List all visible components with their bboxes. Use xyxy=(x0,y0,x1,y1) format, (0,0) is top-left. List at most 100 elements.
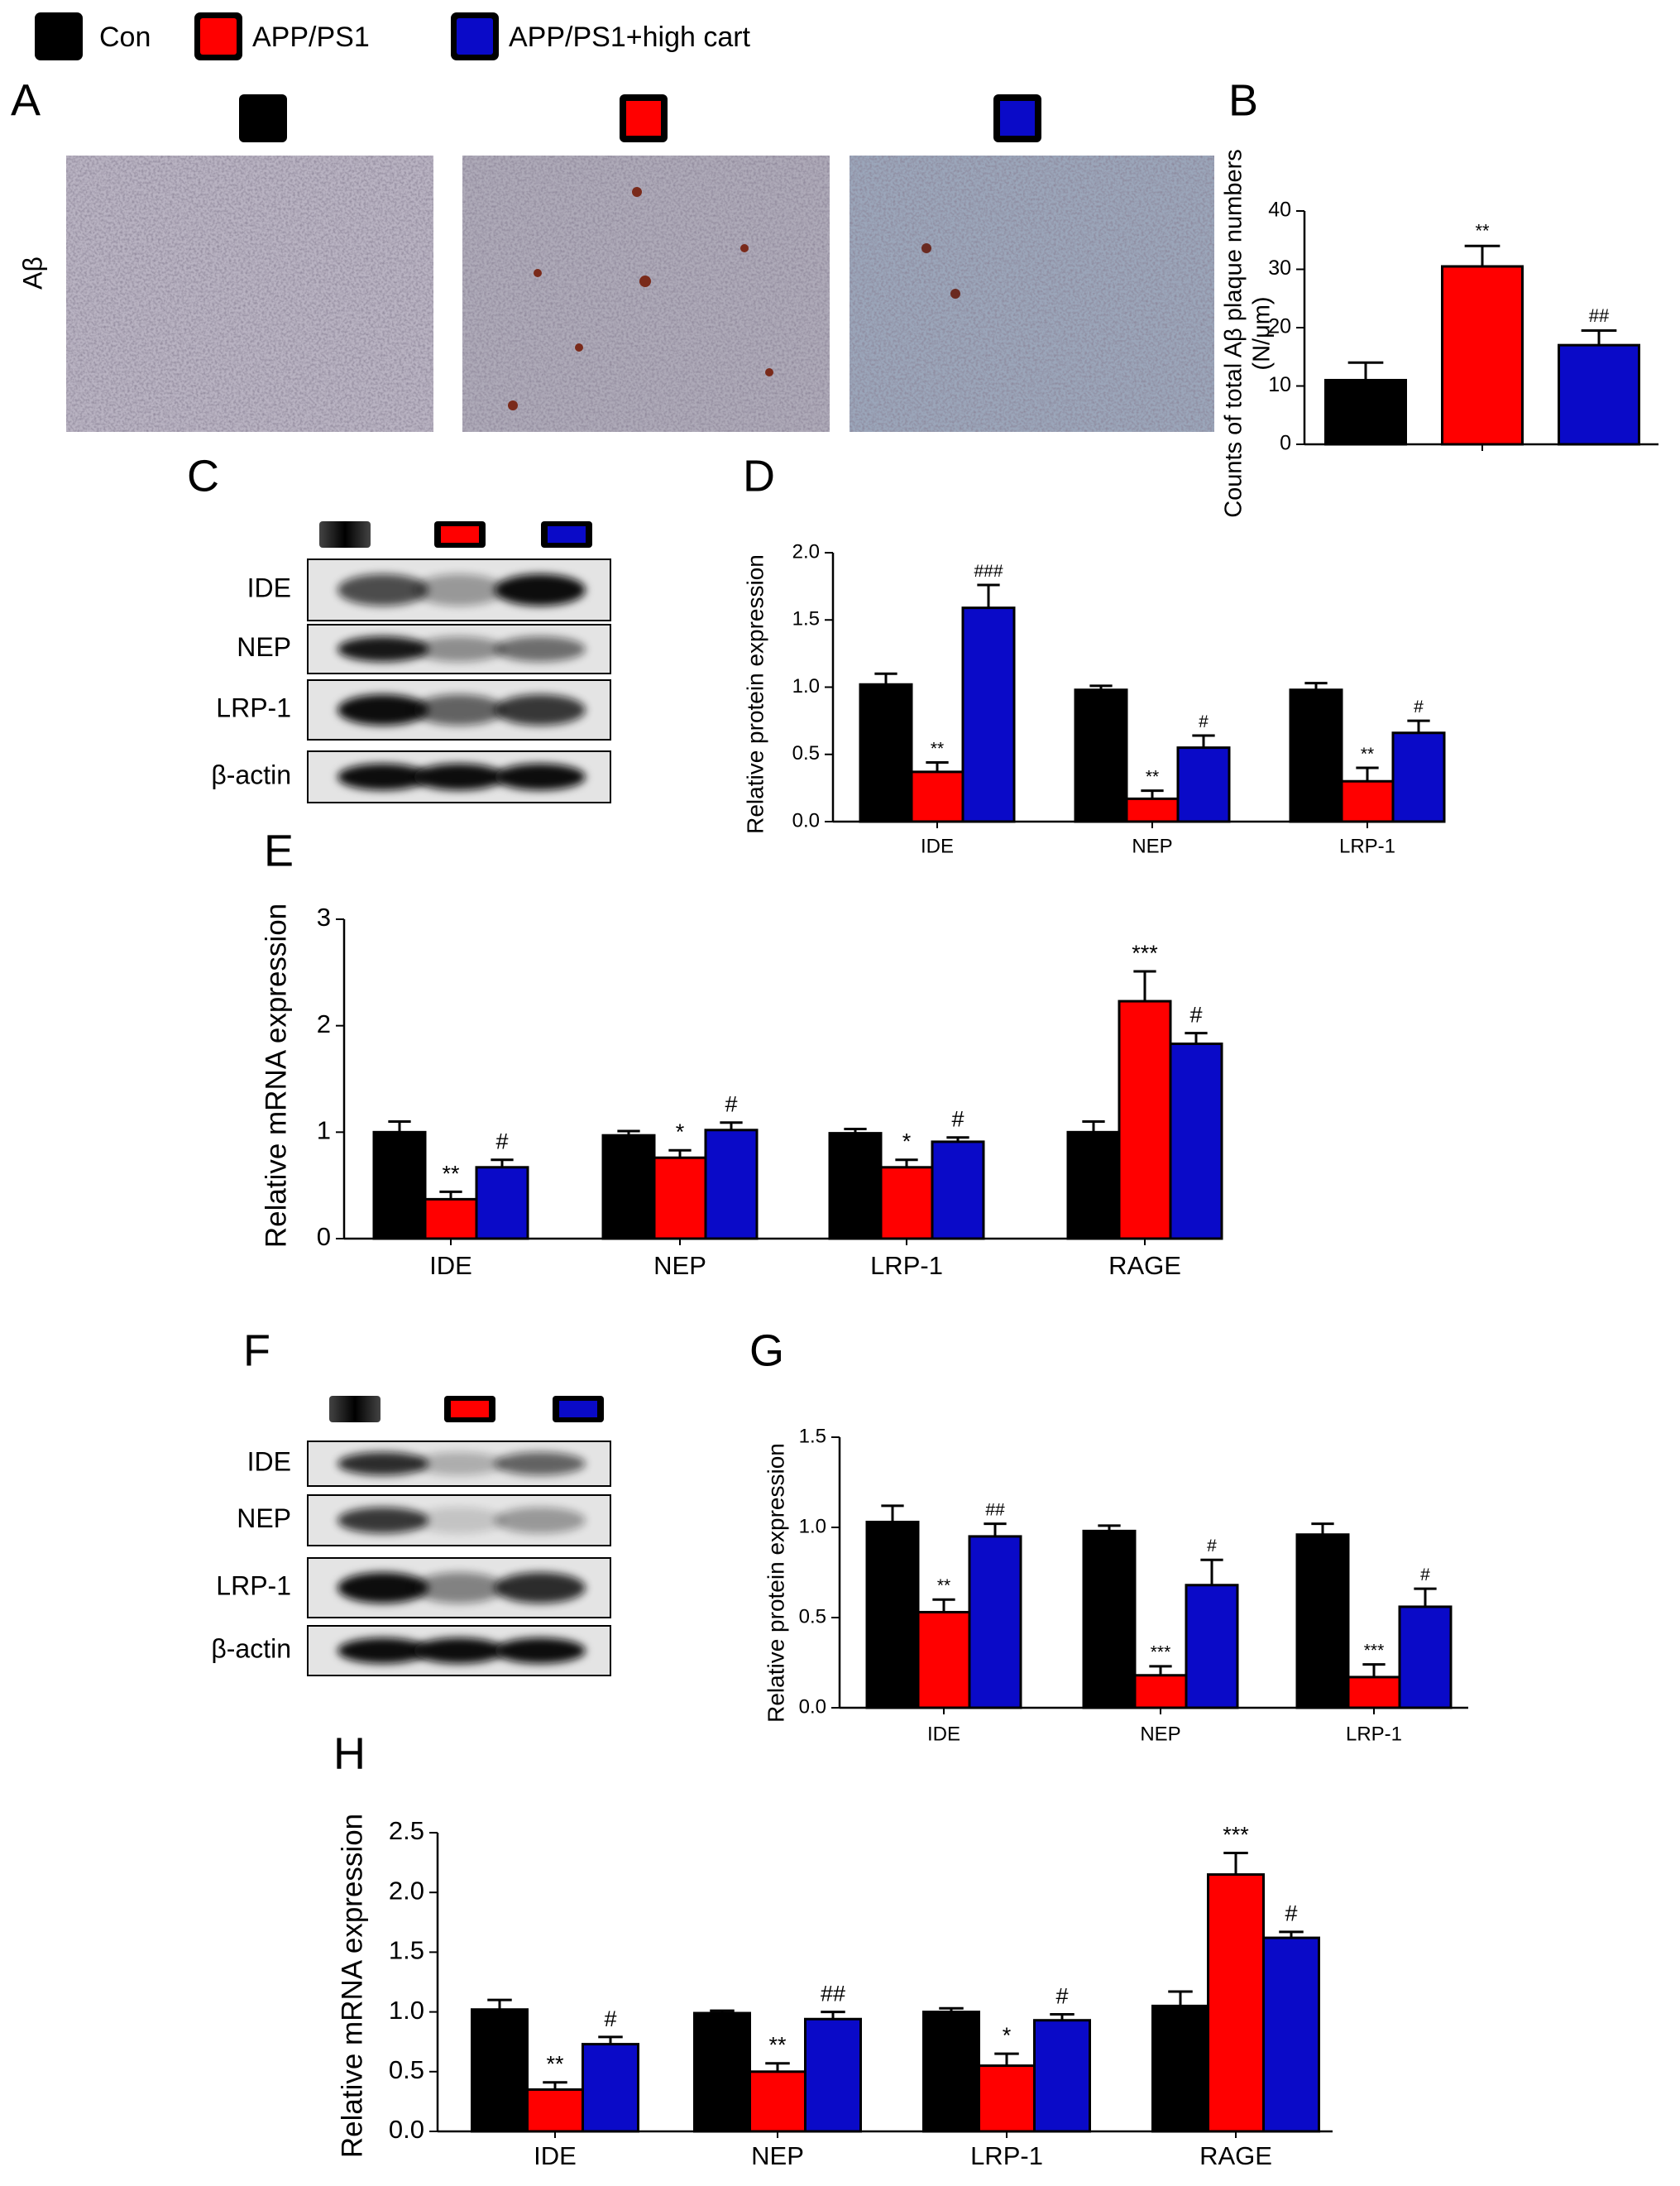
legend-swatch xyxy=(200,18,237,55)
blot-band xyxy=(495,1451,586,1476)
micrograph-row xyxy=(66,94,1214,432)
bar xyxy=(1347,1675,1401,1709)
significance-label: *** xyxy=(1132,941,1158,966)
blot-band xyxy=(495,1572,586,1604)
bar xyxy=(879,1166,934,1240)
blot-band xyxy=(495,694,586,726)
panel-letter: A xyxy=(11,75,41,125)
blot-band xyxy=(414,763,505,791)
panel-letter: B xyxy=(1228,75,1258,125)
group-chip xyxy=(451,1401,489,1417)
blot-row-label: LRP-1 xyxy=(216,693,291,722)
blot-band xyxy=(337,694,428,726)
y-tick-label: 30 xyxy=(1268,256,1291,280)
group-chip xyxy=(626,101,661,136)
y-tick-label: 0.5 xyxy=(799,1605,826,1628)
significance-label: ** xyxy=(937,1576,950,1595)
y-tick-label: 2.0 xyxy=(792,540,820,563)
significance-label: # xyxy=(1199,712,1209,731)
micrograph-texture xyxy=(850,156,1214,432)
bar xyxy=(1066,1130,1121,1240)
bar xyxy=(1125,797,1180,823)
significance-label: *** xyxy=(1151,1643,1171,1662)
group-chip xyxy=(239,94,287,142)
y-axis-label: (N/μm) xyxy=(1249,296,1276,370)
y-tick-label: 0.0 xyxy=(792,809,820,832)
x-tick-label: IDE xyxy=(921,835,954,857)
bar xyxy=(1151,2004,1209,2133)
bar xyxy=(704,1129,759,1240)
blot-band xyxy=(337,763,428,791)
panel-letter: D xyxy=(743,451,775,501)
y-tick-label: 1.0 xyxy=(389,1996,424,2025)
blot-band xyxy=(414,1507,505,1534)
bar xyxy=(582,2043,639,2133)
y-tick-label: 3 xyxy=(317,903,331,932)
bar xyxy=(1324,378,1407,446)
legend-swatch xyxy=(457,18,493,55)
y-axis-label: Relative mRNA expression xyxy=(336,1814,368,2158)
plaques xyxy=(508,187,773,410)
y-axis-label: Relative protein expression xyxy=(763,1443,788,1723)
significance-label: ** xyxy=(1361,745,1374,764)
significance-label: # xyxy=(951,1107,964,1132)
panel-letter: C xyxy=(187,451,219,501)
panel-letter: H xyxy=(333,1728,366,1778)
significance-label: # xyxy=(495,1129,508,1154)
micrograph-texture xyxy=(66,156,433,432)
significance-label: # xyxy=(725,1092,737,1117)
bar xyxy=(1118,1000,1172,1240)
x-tick-label: LRP-1 xyxy=(870,1251,943,1280)
bar xyxy=(1185,1584,1239,1709)
significance-label: ## xyxy=(985,1500,1005,1519)
y-tick-label: 1 xyxy=(317,1116,331,1145)
x-tick-label: NEP xyxy=(1132,835,1172,857)
x-tick-label: NEP xyxy=(1140,1723,1180,1745)
y-tick-label: 0.0 xyxy=(799,1695,826,1718)
blot-band xyxy=(337,1451,428,1476)
blot-band xyxy=(414,1572,505,1604)
significance-label: ### xyxy=(974,562,1003,581)
significance-label: # xyxy=(1414,698,1424,717)
significance-label: # xyxy=(604,2006,616,2031)
group-chip xyxy=(329,1396,381,1422)
bar xyxy=(804,2017,862,2133)
bar xyxy=(1398,1605,1453,1709)
significance-label: ** xyxy=(1146,767,1159,786)
significance-label: ## xyxy=(821,1981,845,2006)
bar xyxy=(828,1132,883,1240)
bar xyxy=(1558,343,1640,446)
blot-band xyxy=(495,573,586,606)
y-axis-label: Relative protein expression xyxy=(742,554,768,834)
bar xyxy=(865,1520,920,1709)
bar xyxy=(1289,688,1343,823)
bar xyxy=(372,1130,427,1240)
group-chip xyxy=(548,526,586,543)
significance-label: ** xyxy=(931,739,944,758)
x-tick-label: LRP-1 xyxy=(1339,835,1395,857)
y-tick-label: 1.0 xyxy=(799,1515,826,1537)
x-tick-label: NEP xyxy=(653,1251,706,1280)
blot-band xyxy=(495,636,586,662)
bar xyxy=(693,2011,751,2133)
bar xyxy=(1262,1936,1320,2133)
blot-row-label: β-actin xyxy=(211,1633,291,1663)
micrograph-texture xyxy=(462,156,830,432)
group-chip xyxy=(559,1401,597,1417)
blot-band xyxy=(337,1637,428,1664)
legend-label: Con xyxy=(99,22,151,53)
y-tick-label: 0 xyxy=(317,1222,331,1251)
blot-row-label: LRP-1 xyxy=(216,1570,291,1600)
legend-swatch xyxy=(35,12,83,60)
bar xyxy=(526,2088,584,2133)
y-tick-label: 1.5 xyxy=(389,1936,424,1965)
blot-row-label: IDE xyxy=(247,573,291,602)
x-tick-label: IDE xyxy=(429,1251,472,1280)
significance-label: ** xyxy=(442,1161,460,1186)
bar xyxy=(931,1140,985,1240)
significance-label: # xyxy=(1055,1983,1068,2008)
significance-label: ** xyxy=(546,2052,564,2077)
y-axis-label: Relative mRNA expression xyxy=(260,904,292,1248)
significance-label: * xyxy=(1003,2023,1012,2048)
bar xyxy=(910,770,964,823)
